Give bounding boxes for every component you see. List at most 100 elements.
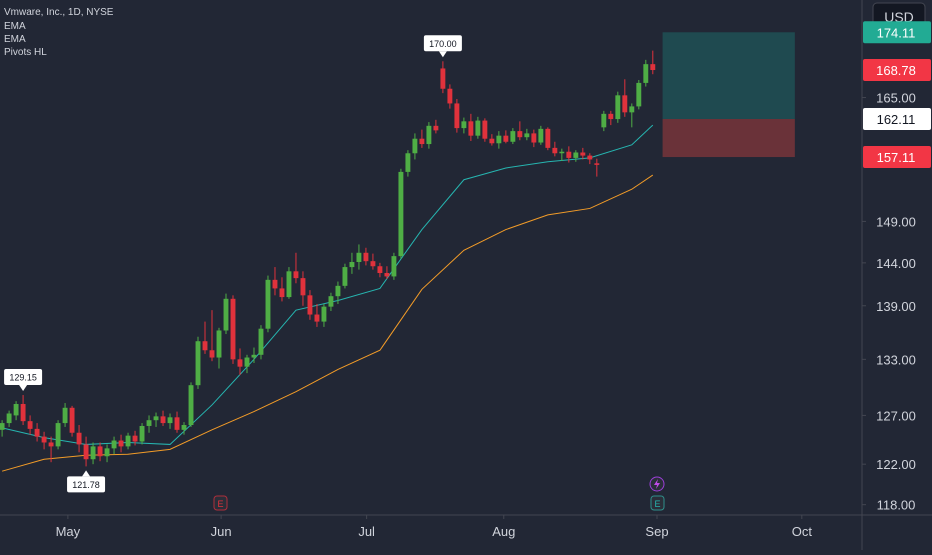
candle[interactable] (307, 290, 313, 320)
candle[interactable] (517, 121, 523, 141)
position-profit[interactable] (662, 32, 795, 119)
candle[interactable] (244, 354, 250, 374)
candle[interactable] (377, 262, 383, 278)
candle[interactable] (384, 266, 390, 279)
candle[interactable] (34, 423, 40, 442)
candle[interactable] (650, 50, 656, 75)
candle[interactable] (55, 420, 61, 450)
candle[interactable] (643, 59, 649, 87)
candle[interactable] (538, 125, 544, 145)
candle[interactable] (97, 442, 103, 462)
candle[interactable] (202, 321, 208, 354)
position-loss[interactable] (662, 118, 795, 158)
candle[interactable] (153, 412, 159, 427)
candle[interactable] (391, 252, 397, 280)
candle[interactable] (454, 99, 460, 133)
candle[interactable] (398, 168, 404, 259)
candle[interactable] (419, 129, 425, 148)
candle[interactable] (440, 61, 446, 94)
candle[interactable] (468, 113, 474, 141)
candle[interactable] (608, 110, 614, 126)
candle[interactable] (188, 382, 194, 427)
candle[interactable] (223, 293, 229, 335)
candle[interactable] (496, 131, 502, 149)
candle[interactable] (580, 147, 586, 160)
candle[interactable] (167, 413, 173, 429)
candle[interactable] (62, 403, 68, 427)
candle[interactable] (139, 423, 145, 445)
candle[interactable] (251, 347, 257, 364)
candle[interactable] (321, 304, 327, 327)
candle[interactable] (594, 158, 600, 177)
candle[interactable] (195, 336, 201, 389)
candle[interactable] (0, 420, 5, 437)
candle[interactable] (566, 146, 572, 163)
candle[interactable] (531, 129, 537, 148)
legend-ema[interactable]: EMA (4, 34, 26, 45)
candle[interactable] (363, 247, 369, 266)
candle[interactable] (622, 79, 628, 117)
candle[interactable] (146, 415, 152, 433)
candle[interactable] (552, 141, 558, 157)
candle[interactable] (216, 327, 222, 369)
candle[interactable] (587, 153, 593, 165)
candle[interactable] (300, 271, 306, 306)
candle[interactable] (335, 281, 341, 305)
candle[interactable] (489, 134, 495, 146)
candle[interactable] (265, 275, 271, 333)
candle[interactable] (573, 150, 579, 162)
candle[interactable] (447, 84, 453, 109)
candle[interactable] (132, 430, 138, 446)
candle[interactable] (258, 325, 264, 360)
candle[interactable] (230, 295, 236, 364)
candle[interactable] (111, 436, 117, 455)
legend-ema[interactable]: EMA (4, 21, 26, 32)
candle[interactable] (160, 410, 166, 426)
candle[interactable] (342, 263, 348, 289)
candle[interactable] (370, 253, 376, 270)
candle[interactable] (349, 252, 355, 274)
candle[interactable] (279, 277, 285, 302)
currency-label[interactable]: USD (884, 9, 914, 25)
candle[interactable] (174, 411, 180, 433)
candle[interactable] (83, 436, 89, 467)
candle[interactable] (475, 116, 481, 139)
candle[interactable] (125, 432, 131, 450)
event-earnings[interactable]: E (213, 495, 228, 511)
candle[interactable] (356, 244, 362, 270)
candle[interactable] (559, 148, 565, 161)
candle[interactable] (503, 130, 509, 144)
candle[interactable] (426, 122, 432, 149)
candle[interactable] (69, 405, 75, 437)
candle[interactable] (237, 348, 243, 375)
event-dividend[interactable] (649, 476, 665, 492)
candle[interactable] (90, 442, 96, 465)
candle[interactable] (20, 395, 26, 426)
candle[interactable] (482, 118, 488, 142)
event-earnings[interactable]: E (650, 495, 665, 511)
candle[interactable] (510, 128, 516, 145)
candle[interactable] (76, 425, 82, 453)
candle[interactable] (461, 117, 467, 134)
candle[interactable] (48, 436, 54, 463)
candle[interactable] (272, 267, 278, 296)
candle[interactable] (181, 422, 187, 435)
candle[interactable] (118, 434, 124, 453)
candle[interactable] (27, 415, 33, 435)
legend-pivots[interactable]: Pivots HL (4, 47, 47, 58)
candle[interactable] (524, 128, 530, 141)
candle[interactable] (405, 150, 411, 177)
candle[interactable] (286, 267, 292, 299)
candle[interactable] (545, 127, 551, 151)
candle[interactable] (41, 431, 47, 450)
candle[interactable] (433, 119, 439, 134)
candle[interactable] (328, 292, 334, 312)
candle[interactable] (412, 133, 418, 160)
candle[interactable] (104, 444, 110, 463)
candle[interactable] (601, 110, 607, 132)
candle[interactable] (615, 91, 621, 123)
candle[interactable] (6, 410, 12, 427)
candle[interactable] (293, 252, 299, 284)
candle[interactable] (13, 401, 19, 421)
candle[interactable] (314, 304, 320, 327)
